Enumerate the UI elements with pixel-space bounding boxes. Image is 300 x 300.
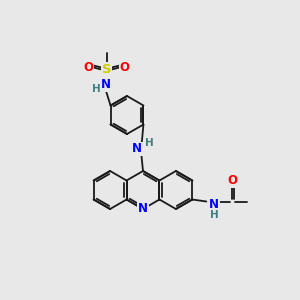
Text: H: H — [92, 83, 101, 94]
Text: H: H — [210, 209, 219, 220]
Text: H: H — [145, 138, 153, 148]
Text: N: N — [209, 198, 219, 211]
Text: N: N — [100, 78, 110, 91]
Text: N: N — [138, 202, 148, 215]
Text: N: N — [132, 142, 142, 155]
Text: O: O — [83, 61, 94, 74]
Text: O: O — [119, 61, 130, 74]
Text: S: S — [102, 63, 111, 76]
Text: O: O — [227, 174, 237, 187]
